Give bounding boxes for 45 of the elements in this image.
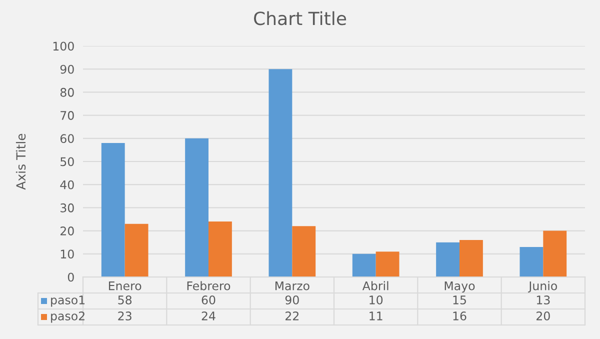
bar xyxy=(460,240,483,277)
y-tick-label: 10 xyxy=(60,250,74,259)
data-label: 60 xyxy=(202,295,216,304)
x-tick-label: Marzo xyxy=(275,282,310,290)
data-label: 11 xyxy=(370,312,382,320)
bar xyxy=(543,230,567,277)
y-tick-label: 60 xyxy=(60,134,74,144)
y-tick-label: 20 xyxy=(60,226,74,236)
x-tick-label: Enero xyxy=(108,282,142,290)
data-label: 22 xyxy=(286,311,298,320)
data-label: 10 xyxy=(370,295,383,304)
bar xyxy=(208,222,232,277)
bar xyxy=(436,242,460,277)
bar xyxy=(352,254,376,277)
y-tick-label: 30 xyxy=(60,203,74,212)
data-label: 24 xyxy=(202,311,216,320)
data-label: 58 xyxy=(118,295,132,304)
bar xyxy=(268,69,292,277)
data-label: 13 xyxy=(536,295,550,304)
legend-label: paso1 xyxy=(51,296,85,307)
y-axis-title: Axis Title xyxy=(16,134,26,190)
y-tick-label: 0 xyxy=(68,272,74,282)
data-label: 23 xyxy=(118,311,132,320)
x-tick-label: Mayo xyxy=(444,282,475,293)
data-label: 20 xyxy=(536,311,550,320)
bar xyxy=(101,143,125,277)
data-label: 90 xyxy=(285,295,299,304)
legend-label: paso2 xyxy=(51,311,84,323)
y-tick-label: 100 xyxy=(53,42,74,51)
bar xyxy=(124,224,148,277)
x-tick-label: Junio xyxy=(528,281,557,292)
data-label: 15 xyxy=(453,296,466,304)
bar xyxy=(376,252,400,277)
y-tick-label: 40 xyxy=(60,180,74,190)
y-tick-label: 80 xyxy=(60,88,74,97)
bar xyxy=(185,138,208,277)
bar xyxy=(292,226,316,277)
x-tick-label: Febrero xyxy=(187,281,230,290)
x-tick-label: Abril xyxy=(362,281,388,290)
y-tick-label: 70 xyxy=(60,111,74,120)
y-tick-label: 50 xyxy=(60,157,74,166)
y-tick-label: 90 xyxy=(60,64,74,74)
chart-title: Chart Title xyxy=(254,11,346,26)
data-label: 16 xyxy=(453,311,466,320)
bar xyxy=(520,246,544,277)
